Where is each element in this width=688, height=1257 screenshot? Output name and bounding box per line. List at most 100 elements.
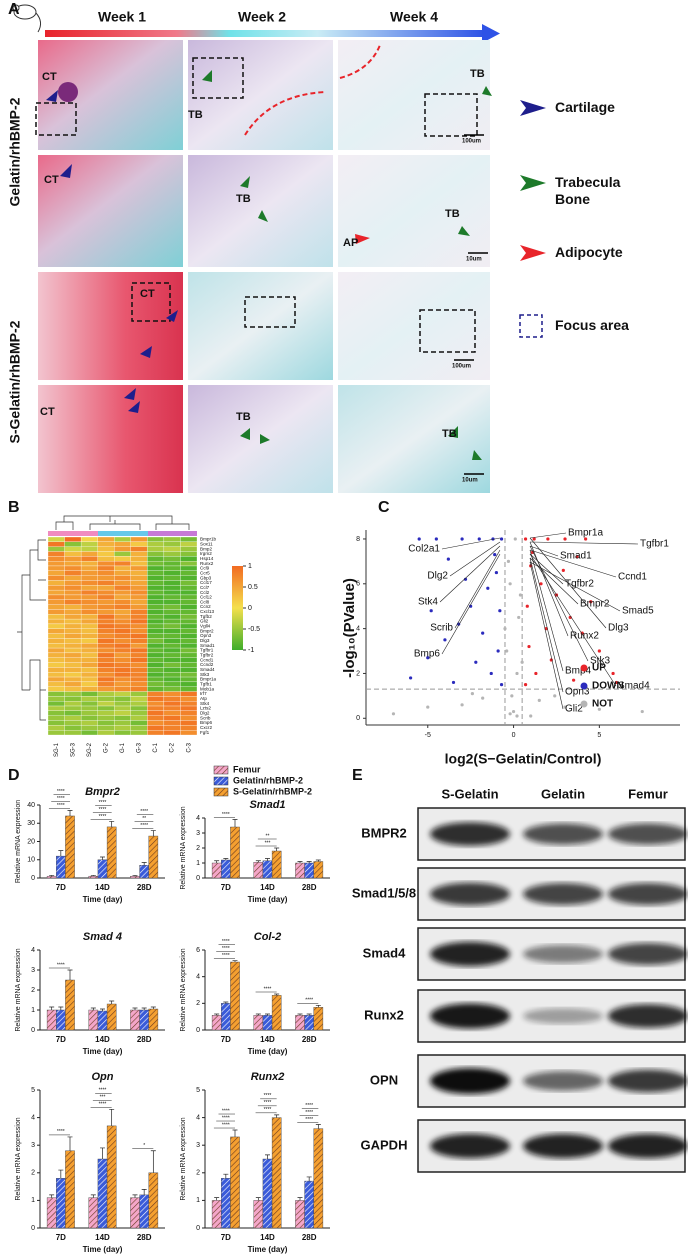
point [546, 537, 550, 541]
heat-cell [147, 589, 165, 596]
heat-cell [97, 686, 115, 692]
heat-cell [163, 681, 181, 687]
label-leader [529, 545, 589, 662]
heat-cell [163, 618, 181, 625]
heat-cell [80, 604, 98, 610]
decoration [98, 531, 148, 536]
x-axis-title: Time (day) [248, 1245, 288, 1254]
heat-cell [114, 585, 131, 591]
point [525, 604, 529, 608]
decoration [124, 388, 136, 400]
heat-cell [64, 696, 82, 702]
heat-cell [64, 585, 82, 591]
row-label: Sox11 [200, 541, 213, 546]
heat-cell [114, 652, 131, 658]
row-label: Ccnd2 [200, 662, 214, 667]
protein-label: Smad1/5/8 [352, 885, 416, 900]
heat-cell [47, 618, 65, 625]
heat-cell [180, 643, 198, 649]
error-bar [232, 1129, 238, 1137]
blot-band [430, 1003, 510, 1029]
heat-cell [97, 541, 115, 547]
heat-cell [163, 551, 181, 557]
error-bar [255, 1013, 261, 1016]
heat-cell [97, 618, 115, 625]
significance-label: *** [265, 840, 271, 846]
y-tick-label: 3 [196, 830, 200, 837]
bar [304, 1180, 314, 1229]
heat-cell [47, 638, 65, 644]
heat-cell [47, 623, 65, 629]
heat-cell [64, 589, 82, 596]
significance-label: **** [305, 998, 313, 1004]
heat-cell [130, 570, 148, 576]
gene-label: Dlg3 [608, 623, 629, 634]
heat-cell [47, 662, 65, 668]
y-tick-label: 3 [31, 967, 35, 974]
point [537, 698, 541, 702]
heat-cell [130, 676, 148, 683]
point [511, 709, 516, 714]
x-tick-label: 14D [260, 1233, 275, 1242]
heat-cell [130, 647, 148, 654]
row-label: Ccl7 [200, 585, 210, 590]
point [470, 692, 474, 696]
heat-cell [97, 676, 115, 683]
significance-label: **** [99, 1088, 107, 1094]
heat-cell [130, 565, 148, 571]
y-tick-label: 40 [27, 802, 35, 809]
heat-cell [64, 575, 82, 581]
bar [271, 995, 282, 1031]
point [553, 694, 557, 698]
decoration [355, 234, 370, 244]
heat-cell [147, 580, 165, 586]
heat-cell [97, 652, 115, 658]
heat-cell [80, 691, 98, 697]
heat-cell [47, 652, 65, 658]
gene-label: Smad5 [622, 606, 654, 617]
heat-cell [147, 536, 165, 542]
y-tick-label: 0 [196, 1027, 200, 1034]
decoration [17, 539, 46, 721]
heat-cell [163, 570, 181, 576]
heat-cell [47, 691, 65, 697]
heat-cell [147, 681, 165, 687]
heat-cell [130, 633, 148, 639]
point [489, 671, 493, 676]
heat-cell [180, 633, 198, 639]
point [494, 570, 499, 575]
heat-cell [80, 715, 98, 721]
heat-cell [130, 546, 148, 552]
heat-cell [163, 623, 181, 629]
y-tick-label: 0 [31, 1027, 35, 1034]
y-tick-label: 6 [356, 581, 360, 588]
bar [211, 862, 222, 879]
error-bar [132, 1194, 138, 1198]
decoration [35, 57, 478, 353]
row-label: Runx2 [200, 561, 214, 566]
heat-cell [130, 609, 148, 615]
heat-cell [80, 667, 98, 673]
heat-cell [114, 609, 131, 615]
decoration [448, 426, 458, 438]
heat-cell [147, 667, 165, 673]
heat-cell [80, 618, 98, 625]
bar [130, 1197, 140, 1229]
heat-cell [47, 541, 65, 547]
heat-cell [114, 657, 131, 663]
heat-cell [130, 618, 148, 625]
point [506, 559, 511, 563]
image-label: TB [470, 68, 485, 80]
heat-cell [147, 725, 165, 731]
heat-cell [80, 565, 98, 571]
y-tick-label: 3 [196, 1142, 200, 1149]
heat-cell [80, 585, 98, 591]
heat-cell [64, 715, 82, 721]
heat-cell [47, 614, 65, 620]
heat-cell [64, 570, 82, 576]
error-bar [223, 858, 229, 860]
bar [295, 862, 305, 879]
column-label: C-1 [153, 742, 159, 752]
image-label: TB [442, 428, 457, 440]
error-bar [265, 1154, 270, 1159]
